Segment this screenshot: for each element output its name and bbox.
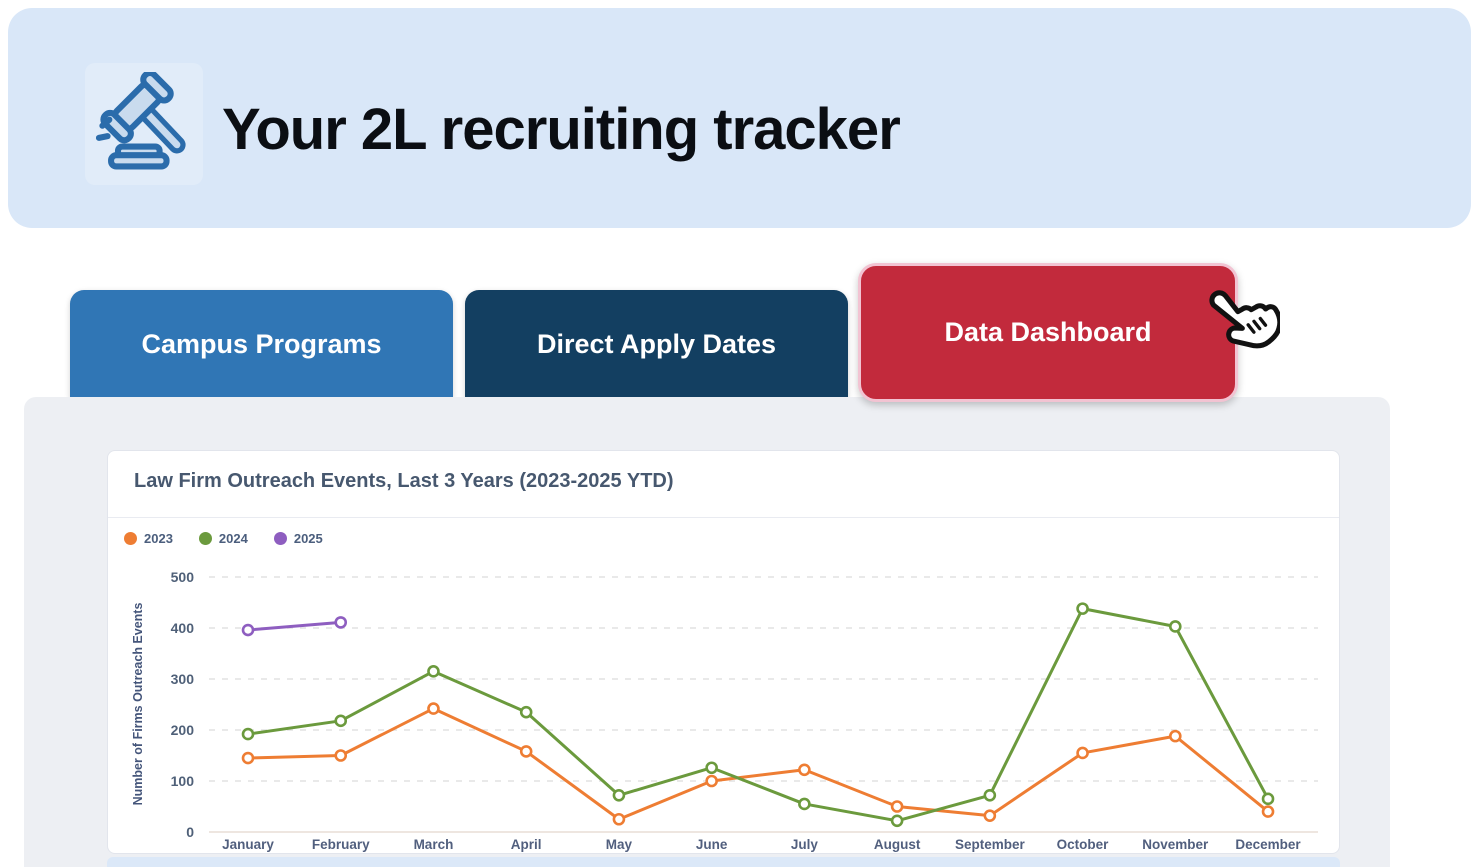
data-point-2024-October [1076,602,1089,615]
x-tick-label: June [696,837,728,852]
series-line-2025 [246,620,343,632]
legend-dot-2023 [124,532,137,545]
y-tick-label: 200 [171,722,195,738]
chart-title: Law Firm Outreach Events, Last 3 Years (… [134,470,674,492]
x-tick-label: March [414,837,454,852]
legend-dot-2024 [198,532,212,545]
data-point-2023-January [241,751,255,765]
data-point-2024-August [890,814,904,828]
legend-label: 2023 [144,531,173,546]
x-tick-label: February [312,837,370,852]
x-tick-label: May [606,837,633,852]
data-point-2023-October [1076,746,1089,760]
x-tick-label: August [874,837,921,852]
chart-card: Law Firm Outreach Events, Last 3 Years (… [107,450,1340,854]
tab-direct-apply-dates-label: Direct Apply Dates [536,328,777,359]
data-point-2024-March [427,665,440,678]
legend-dot-2025 [273,532,287,545]
data-point-2024-December [1261,792,1275,806]
data-point-2024-May [612,788,626,802]
tab-direct-apply-dates[interactable]: Direct Apply Dates [465,290,848,398]
card-divider [108,517,1339,518]
data-point-2023-July [798,763,811,777]
data-point-2024-September [983,788,997,802]
data-point-2024-November [1169,620,1182,633]
next-section-peek [107,857,1340,867]
dashboard-panel: Law Firm Outreach Events, Last 3 Years (… [24,397,1390,867]
x-tick-label: October [1057,837,1110,852]
legend-item-2023[interactable]: 2023 [124,531,173,546]
x-tick-label: November [1142,837,1209,852]
tab-campus-programs[interactable]: Campus Programs [70,290,453,398]
chart-legend: 2023 2024 2025 [124,531,323,546]
line-chart: 0 100 200 300 400 500 Number of Firms Outreach… [124,561,1328,853]
y-tick-label: 500 [171,569,195,585]
legend-item-2024[interactable]: 2024 [198,531,248,546]
data-point-2024-June [705,761,718,775]
tab-campus-programs-label: Campus Programs [141,328,382,359]
series-line-2023 [246,707,1270,821]
data-point-2023-February [334,749,348,762]
header-banner: Your 2L recruiting tracker [8,8,1471,228]
legend-item-2025[interactable]: 2025 [273,531,323,546]
series-line-2024 [246,607,1270,823]
data-point-2025-January [241,623,255,637]
data-point-2023-December [1261,805,1275,818]
data-point-2023-June [705,774,718,788]
tab-data-dashboard-label: Data Dashboard [944,317,1152,347]
y-axis-title: Number of Firms Outreach Events [131,603,145,806]
data-point-2025-February [334,616,348,629]
legend-label: 2024 [218,531,248,546]
data-point-2024-February [334,714,348,728]
data-point-2023-April [519,745,533,758]
data-point-2023-May [612,812,626,826]
data-point-2024-January [241,727,255,741]
x-tick-label: September [955,837,1026,852]
data-point-2024-April [519,705,533,719]
x-tick-label: July [791,837,819,852]
y-tick-label: 300 [171,671,195,687]
gavel-icon [95,72,186,170]
x-tick-label: December [1235,837,1301,852]
data-point-2023-August [890,800,904,813]
tab-data-dashboard[interactable]: Data Dashboard [858,263,1238,402]
y-tick-label: 400 [171,620,195,636]
data-point-2023-March [427,702,440,715]
x-tick-label: April [511,837,542,852]
x-tick-label: January [222,837,274,852]
page-title: Your 2L recruiting tracker [222,97,901,162]
data-point-2023-September [983,809,997,822]
data-point-2023-November [1169,729,1182,743]
y-tick-label: 0 [186,824,194,840]
y-tick-label: 100 [171,773,195,789]
data-point-2024-July [798,797,811,811]
gavel-icon-tile [85,63,203,185]
legend-label: 2025 [293,531,323,546]
